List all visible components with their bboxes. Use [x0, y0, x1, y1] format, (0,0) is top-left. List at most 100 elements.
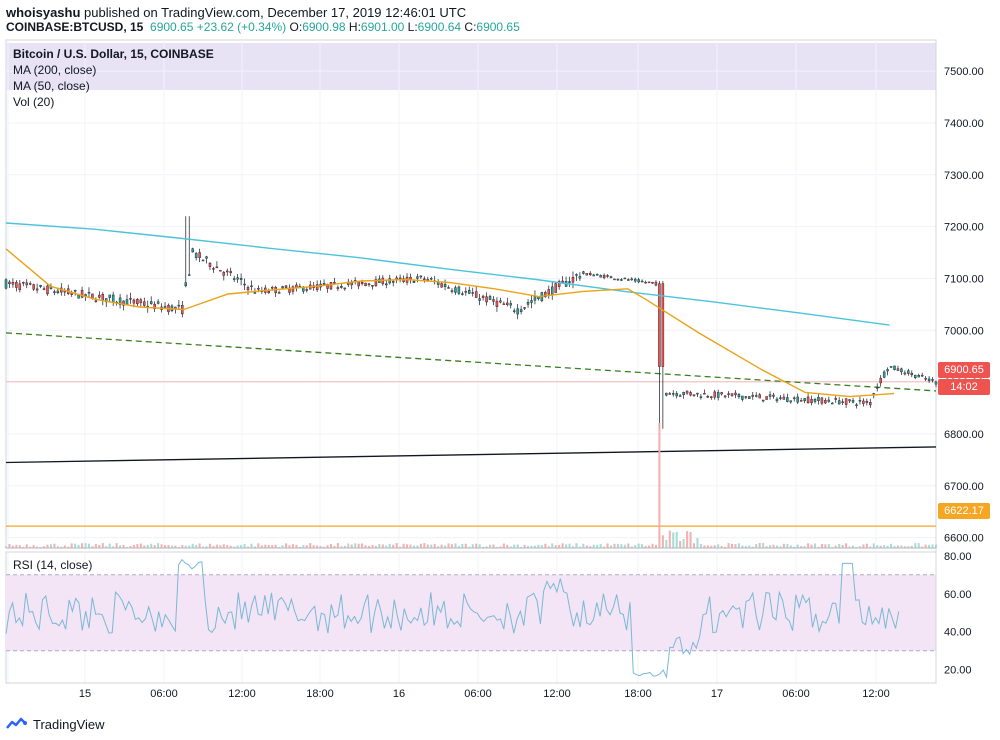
candle-body: [191, 248, 194, 253]
candle-body: [212, 268, 215, 270]
volume-bar: [845, 543, 848, 548]
candle-body: [506, 302, 509, 305]
volume-bar: [585, 545, 588, 548]
volume-bar: [848, 546, 851, 548]
volume-bar: [157, 543, 160, 548]
legend-ma200[interactable]: MA (200, close): [13, 63, 97, 77]
volume-bar: [399, 546, 402, 548]
volume-bar: [112, 546, 115, 548]
volume-bar: [727, 543, 730, 548]
volume-bar: [554, 545, 557, 548]
volume-bar: [869, 546, 872, 548]
candle-body: [758, 394, 761, 399]
candle-body: [315, 284, 319, 290]
volume-bar: [350, 544, 353, 548]
volume-bar: [447, 543, 450, 548]
candle-body: [765, 396, 768, 400]
volume-bar: [146, 544, 149, 548]
volume-bar: [903, 546, 906, 548]
published-text: published on TradingView.com, December 1…: [80, 5, 467, 20]
volume-bar: [692, 543, 696, 548]
time-tick-label: 12:00: [228, 688, 256, 700]
volume-bar: [402, 543, 405, 548]
candle-body: [350, 282, 353, 286]
volume-bar: [471, 544, 474, 548]
volume-bar: [260, 545, 263, 548]
candle-body: [526, 302, 530, 305]
candle-body: [931, 379, 934, 381]
volume-bar: [312, 545, 315, 548]
volume-bar: [423, 543, 426, 548]
volume-bar: [921, 546, 924, 548]
candle-body: [457, 286, 461, 294]
volume-bar: [896, 545, 900, 548]
volume-bar: [796, 544, 799, 548]
volume-bar: [627, 543, 630, 548]
candle-body: [28, 283, 32, 285]
candle-body: [768, 394, 772, 397]
candle-body: [416, 276, 419, 279]
candle-body: [111, 294, 115, 303]
legend-ma50[interactable]: MA (50, close): [13, 79, 90, 93]
candle-body: [831, 402, 834, 405]
candle-body: [796, 396, 799, 403]
candle-body: [837, 400, 841, 405]
rsi-tick-label: 60.00: [944, 589, 972, 601]
volume-bar: [793, 546, 796, 548]
volume-bar: [641, 544, 644, 548]
candle-body: [786, 397, 789, 402]
volume-bar: [430, 544, 433, 548]
volume-bar: [886, 545, 889, 548]
candle-body: [461, 293, 464, 295]
author-name[interactable]: whoisyashu: [6, 5, 81, 20]
price-tick-label: 7000.00: [944, 325, 984, 337]
candle-body: [606, 275, 609, 277]
candle-body: [927, 378, 931, 381]
candle-body: [73, 290, 77, 292]
volume-bar: [540, 544, 543, 548]
candle-body: [761, 399, 765, 402]
candle-body: [236, 277, 239, 280]
candle-body: [15, 281, 18, 288]
volume-bar: [841, 545, 844, 548]
candle-body: [226, 270, 229, 273]
candle-body: [893, 365, 896, 370]
volume-bar: [644, 545, 647, 548]
volume-bar: [298, 546, 301, 548]
candle-body: [80, 289, 84, 298]
legend-vol[interactable]: Vol (20): [13, 95, 55, 109]
rsi-legend[interactable]: RSI (14, close): [13, 558, 93, 572]
volume-bar: [181, 545, 184, 548]
volume-bar: [184, 545, 187, 548]
candle-body: [208, 262, 212, 267]
candle-body: [896, 368, 900, 371]
volume-bar: [516, 544, 519, 548]
candle-body: [637, 279, 640, 283]
volume-bar: [637, 543, 640, 548]
volume-bar: [765, 546, 768, 548]
candle-body: [640, 280, 644, 283]
candle-body: [371, 285, 374, 287]
volume-bar: [361, 543, 364, 548]
volume-bar: [39, 546, 42, 548]
volume-bar: [208, 543, 212, 548]
candle-body: [367, 283, 371, 286]
volume-bar: [357, 543, 360, 548]
candle-body: [94, 300, 98, 302]
candle-body: [495, 300, 499, 307]
candle-body: [924, 377, 927, 380]
volume-bar: [450, 544, 454, 548]
time-tick-label: 06:00: [150, 688, 178, 700]
candle-body: [246, 287, 250, 291]
volume-bar: [551, 543, 554, 548]
volume-bar: [630, 546, 633, 548]
low-label: L:: [407, 20, 418, 34]
volume-bar: [257, 543, 260, 548]
volume-bar: [748, 545, 751, 548]
volume-bar: [789, 545, 792, 548]
volume-bar: [115, 543, 118, 548]
candle-body: [627, 279, 630, 281]
candle-body: [613, 278, 616, 281]
close-value: 6900.65: [476, 20, 520, 34]
